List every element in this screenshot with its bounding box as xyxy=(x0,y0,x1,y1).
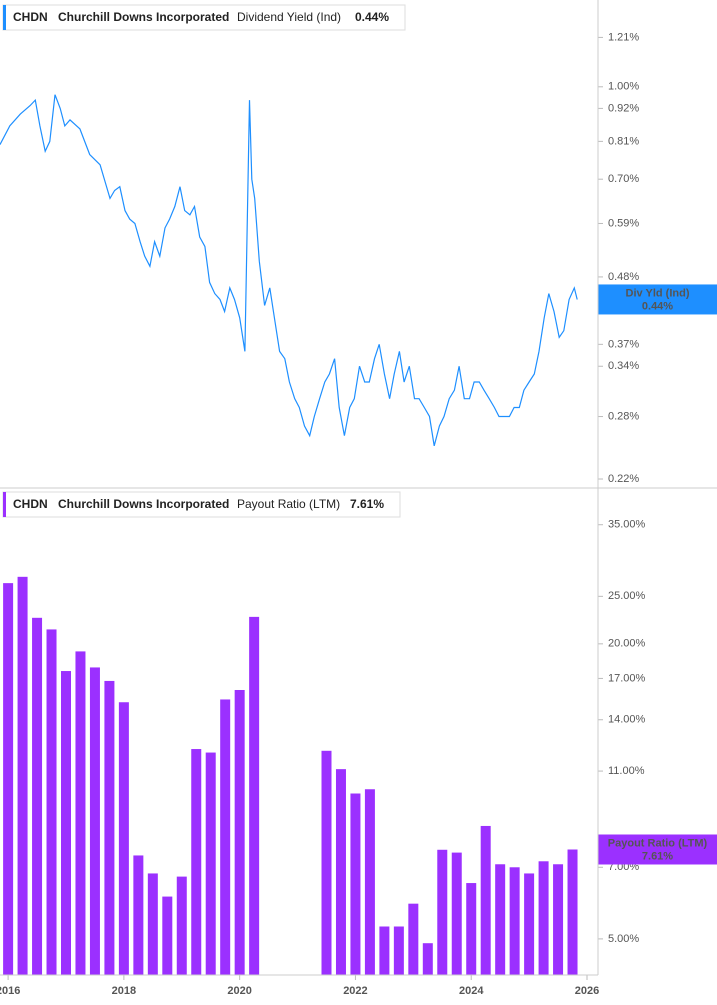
bar xyxy=(509,867,520,975)
y-tick-label: 5.00% xyxy=(608,933,639,945)
y-tick-label: 0.34% xyxy=(608,360,639,372)
y-tick-label: 0.70% xyxy=(608,173,639,185)
bar xyxy=(60,671,71,975)
bar xyxy=(553,864,564,975)
badge-value: 0.44% xyxy=(642,300,673,312)
bar xyxy=(538,861,549,975)
legend-ticker: CHDN xyxy=(13,10,48,24)
legend: CHDN Churchill Downs Incorporated Divide… xyxy=(2,4,406,31)
legend-company: Churchill Downs Incorporated xyxy=(58,497,229,511)
x-tick-label: 2016 xyxy=(0,985,20,997)
bar xyxy=(495,864,506,975)
bar xyxy=(147,873,158,975)
legend-value: 0.44% xyxy=(355,10,389,24)
legend-series: Payout Ratio (LTM) xyxy=(237,497,340,511)
bar xyxy=(335,769,346,975)
x-tick-label: 2024 xyxy=(459,985,484,997)
x-tick-label: 2018 xyxy=(112,985,136,997)
y-tick-label: 25.00% xyxy=(608,590,646,602)
bar xyxy=(205,752,216,975)
badge-name: Div Yld (Ind) xyxy=(626,287,690,299)
legend-series: Dividend Yield (Ind) xyxy=(237,10,341,24)
bar xyxy=(89,667,100,975)
y-tick-label: 35.00% xyxy=(608,519,646,531)
y-tick-label: 0.48% xyxy=(608,271,639,283)
bar xyxy=(567,849,578,975)
value-badge xyxy=(598,834,717,865)
legend-box xyxy=(2,491,401,518)
bar xyxy=(220,699,231,975)
y-tick-label: 0.59% xyxy=(608,217,639,229)
y-tick-label: 17.00% xyxy=(608,672,646,684)
bar xyxy=(46,629,57,975)
legend-stripe xyxy=(3,492,6,517)
bar xyxy=(379,926,390,975)
panel: 35.00%25.00%20.00%17.00%14.00%11.00%7.00… xyxy=(0,519,717,997)
bar xyxy=(32,617,43,975)
x-tick-label: 2026 xyxy=(575,985,599,997)
legend-value: 7.61% xyxy=(350,497,384,511)
y-tick-label: 14.00% xyxy=(608,714,646,726)
bar xyxy=(17,576,28,975)
y-tick-label: 0.92% xyxy=(608,102,639,114)
bar xyxy=(466,883,477,975)
legend-stripe xyxy=(3,5,6,30)
bar xyxy=(480,825,491,975)
bar xyxy=(3,583,14,975)
bar xyxy=(234,689,245,975)
legend-ticker: CHDN xyxy=(13,497,48,511)
bar xyxy=(422,943,433,975)
badge-value: 7.61% xyxy=(642,850,673,862)
bar xyxy=(393,926,404,975)
bar xyxy=(437,849,448,975)
bar xyxy=(104,680,115,975)
bar xyxy=(249,616,260,975)
x-tick-label: 2022 xyxy=(343,985,367,997)
y-tick-label: 1.21% xyxy=(608,31,639,43)
y-tick-label: 20.00% xyxy=(608,638,646,650)
y-tick-label: 0.37% xyxy=(608,338,639,350)
bar xyxy=(133,855,144,975)
badge-name: Payout Ratio (LTM) xyxy=(608,837,708,849)
y-tick-label: 0.28% xyxy=(608,410,639,422)
bar xyxy=(408,903,419,975)
y-tick-label: 1.00% xyxy=(608,81,639,93)
y-tick-label: 0.22% xyxy=(608,473,639,485)
bar xyxy=(75,651,86,975)
panel: 1.21% 1.00% 0.92% 0.81% 0.70% 0.59% 0.48% 0.37%… xyxy=(0,31,717,485)
bar xyxy=(364,789,375,975)
bar xyxy=(118,702,129,975)
bar xyxy=(162,896,173,975)
y-tick-label: 11.00% xyxy=(608,765,645,777)
legend: CHDN Churchill Downs Incorporated Payout… xyxy=(2,491,401,518)
legend-company: Churchill Downs Incorporated xyxy=(58,10,229,24)
bar xyxy=(524,873,535,975)
bar xyxy=(350,793,361,975)
line xyxy=(0,94,578,447)
y-tick-label: 0.81% xyxy=(608,135,639,147)
bar xyxy=(176,876,187,975)
bar xyxy=(191,749,202,975)
value-badge xyxy=(598,284,717,315)
bar xyxy=(321,750,332,975)
bar xyxy=(451,852,462,975)
x-tick-label: 2020 xyxy=(227,985,251,997)
